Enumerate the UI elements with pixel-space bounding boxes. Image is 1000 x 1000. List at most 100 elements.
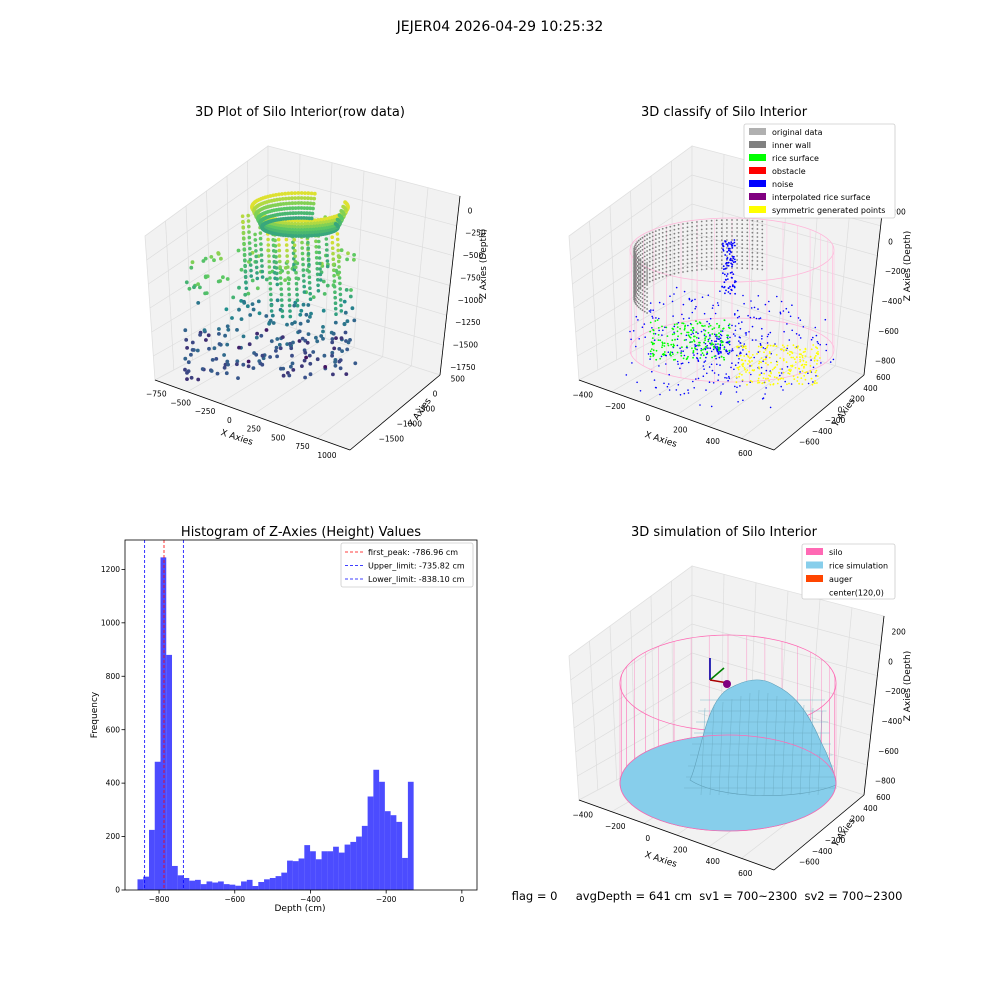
noise-point xyxy=(659,393,661,396)
symmetric-point xyxy=(799,348,801,351)
symmetric-point xyxy=(792,375,795,378)
raw-data-point xyxy=(247,230,251,234)
noise-point xyxy=(709,347,712,350)
inner-wall-point xyxy=(677,247,680,250)
y-axis-line xyxy=(773,794,865,871)
inner-wall-point xyxy=(710,251,713,254)
raw-data-point xyxy=(280,197,285,201)
legend-swatch xyxy=(749,141,766,148)
inner-wall-point xyxy=(635,262,637,265)
inner-wall-point xyxy=(751,263,754,266)
z-axis-line xyxy=(863,615,885,796)
rice-surface-point xyxy=(686,345,688,348)
noise-point xyxy=(726,258,728,260)
symmetric-point xyxy=(816,363,818,365)
inner-wall-point xyxy=(646,278,648,280)
raw-data-point xyxy=(338,287,343,291)
noise-point xyxy=(729,243,731,245)
inner-wall-point xyxy=(746,247,749,250)
histogram-bar xyxy=(390,815,397,890)
inner-wall-point xyxy=(639,258,642,261)
noise-point xyxy=(696,352,699,355)
inner-wall-point xyxy=(633,298,635,301)
histogram-x-axis-label: Depth (cm) xyxy=(274,904,325,914)
raw-data-point xyxy=(293,191,297,196)
symmetric-point xyxy=(770,371,772,373)
noise-point xyxy=(722,242,724,245)
inner-wall-point xyxy=(700,268,703,271)
inner-wall-point xyxy=(658,249,661,251)
noise-point xyxy=(730,241,733,244)
noise-point xyxy=(750,307,753,309)
raw-data-point xyxy=(330,240,335,245)
symmetric-point xyxy=(800,364,803,367)
inner-wall-point xyxy=(669,269,672,272)
raw-data-point xyxy=(300,251,305,256)
inner-wall-point xyxy=(715,219,718,222)
rice-surface-point xyxy=(661,342,664,345)
raw-data-point xyxy=(296,196,301,200)
inner-wall-point xyxy=(756,220,759,222)
raw-data-point xyxy=(353,361,358,366)
rice-surface-point xyxy=(676,330,679,333)
histogram-reference-lines xyxy=(144,540,184,890)
noise-point xyxy=(727,287,730,290)
inner-wall-point xyxy=(761,236,764,239)
inner-wall-point xyxy=(643,298,646,301)
legend-label: inner wall xyxy=(772,141,811,150)
rice-surface-point xyxy=(682,357,685,360)
noise-point xyxy=(733,255,735,258)
raw-data-point xyxy=(299,222,304,226)
raw-data-point xyxy=(309,311,313,316)
rice-surface-point xyxy=(703,341,705,344)
noise-point xyxy=(711,307,714,309)
grid-line xyxy=(284,356,383,427)
inner-wall-point xyxy=(641,264,644,267)
raw-data-point xyxy=(247,342,252,347)
raw-data-point xyxy=(298,312,303,317)
raw-data-point xyxy=(302,222,307,226)
raw-data-point xyxy=(274,193,278,197)
inner-wall-point xyxy=(633,286,636,288)
inner-wall-point xyxy=(686,238,689,241)
noise-point xyxy=(745,332,748,334)
inner-wall-point xyxy=(639,262,642,265)
noise-point xyxy=(682,350,684,353)
noise-point xyxy=(729,272,732,274)
symmetric-point xyxy=(802,359,805,362)
noise-point xyxy=(731,362,733,365)
raw-data-point xyxy=(288,314,293,319)
inner-wall-point xyxy=(646,246,648,248)
rice-surface-point xyxy=(661,325,663,328)
inner-wall-point xyxy=(726,255,728,257)
noise-point xyxy=(743,343,746,345)
raw-data-point xyxy=(259,247,264,252)
symmetric-point xyxy=(746,369,749,372)
status-line: flag = 0 avgDepth = 641 cm sv1 = 700~230… xyxy=(512,889,903,903)
rice-surface-point xyxy=(705,335,707,338)
inner-wall-point xyxy=(651,263,654,266)
silo-wire-bottom xyxy=(619,734,837,832)
noise-point xyxy=(757,351,760,353)
inner-wall-point xyxy=(669,257,672,260)
raw-data-point xyxy=(338,281,342,286)
symmetric-point xyxy=(758,360,761,363)
raw-data-point xyxy=(245,304,250,309)
raw-data-point xyxy=(301,302,306,307)
noise-point xyxy=(731,259,734,262)
symmetric-point xyxy=(814,355,817,357)
inner-wall-point xyxy=(635,295,637,298)
inner-wall-point xyxy=(634,288,637,291)
inner-wall-point xyxy=(682,235,684,237)
rice-surface-point xyxy=(679,327,681,330)
rice-surface-point xyxy=(680,332,683,335)
inner-wall-point xyxy=(705,252,708,254)
rice-surface-point xyxy=(723,358,726,361)
x-tick-label: −800 xyxy=(149,895,170,904)
inner-wall-point xyxy=(665,246,668,249)
inner-wall-point xyxy=(661,251,664,254)
symmetric-point xyxy=(743,367,746,369)
symmetric-point xyxy=(805,363,808,366)
inner-wall-point xyxy=(761,268,764,271)
inner-wall-point xyxy=(661,239,664,242)
